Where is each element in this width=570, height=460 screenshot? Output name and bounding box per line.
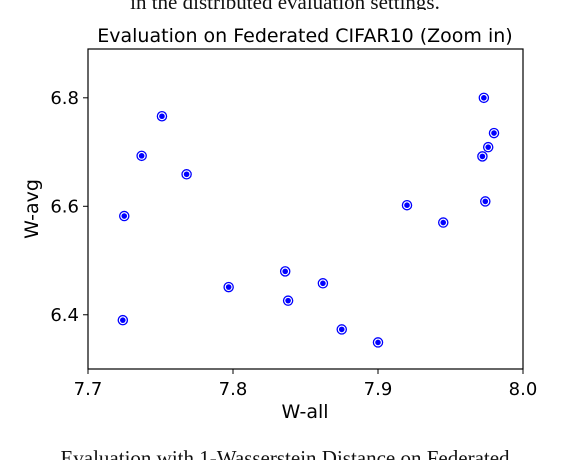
scatter-point-dot <box>159 113 165 120</box>
x-axis-title: W-all <box>281 401 328 423</box>
x-tick-label: 8.0 <box>509 379 538 400</box>
scatter-point-dot <box>285 297 291 304</box>
scatter-point-ring <box>478 92 490 104</box>
scatter-point-ring <box>401 199 413 211</box>
scatter-point-ring <box>181 169 192 180</box>
data-points <box>117 92 500 348</box>
x-axis-ticks: 7.7 7.8 7.9 8.0 <box>74 369 538 400</box>
scatter-point-ring <box>117 314 129 326</box>
scatter-point <box>372 337 384 348</box>
scatter-point <box>488 127 500 139</box>
scatter-point <box>480 196 491 207</box>
scatter-point <box>482 141 494 153</box>
x-tick-label: 7.8 <box>219 379 248 400</box>
scatter-point-ring <box>223 281 234 293</box>
scatter-point-dot <box>479 153 486 160</box>
caption-top: in the distributed evaluation settings. <box>0 0 570 10</box>
scatter-point <box>181 169 192 180</box>
scatter-point-dot <box>440 219 447 226</box>
scatter-point-dot <box>138 153 145 159</box>
scatter-point <box>282 295 294 306</box>
scatter-point <box>317 278 329 289</box>
scatter-point <box>279 266 291 277</box>
y-axis-title: W-avg <box>21 179 43 239</box>
scatter-point-dot <box>282 268 289 275</box>
scatter-point-dot <box>375 339 381 346</box>
scatter-point-ring <box>477 151 488 162</box>
scatter-point <box>156 111 168 122</box>
scatter-point-ring <box>482 141 494 153</box>
scatter-point <box>478 92 490 104</box>
scatter-point-ring <box>336 324 347 335</box>
x-tick-label: 7.9 <box>364 379 393 400</box>
scatter-point-dot <box>481 95 487 101</box>
scatter-point-dot <box>338 326 345 333</box>
y-tick-label: 6.8 <box>50 88 79 109</box>
scatter-point <box>477 151 488 162</box>
y-tick-label: 6.4 <box>50 305 79 326</box>
x-tick-label: 7.7 <box>74 379 103 400</box>
y-tick-label: 6.6 <box>50 196 79 217</box>
plot-area <box>87 48 524 370</box>
scatter-point-ring <box>317 278 329 289</box>
scatter-point-ring <box>282 295 294 306</box>
scatter-point-dot <box>225 284 232 290</box>
scatter-point <box>223 281 234 293</box>
scatter-point-dot <box>120 317 126 323</box>
scatter-point-dot <box>404 202 410 209</box>
scatter-point <box>401 199 413 211</box>
scatter-point <box>336 324 347 335</box>
scatter-point-ring <box>480 196 491 207</box>
scatter-point-ring <box>488 127 500 139</box>
scatter-point <box>117 314 129 326</box>
scatter-point-dot <box>491 130 497 136</box>
y-axis-ticks: 6.4 6.6 6.8 <box>50 88 88 326</box>
scatter-point <box>119 210 130 222</box>
scatter-point-ring <box>279 266 291 277</box>
scatter-point-ring <box>372 337 384 348</box>
scatter-point <box>136 150 147 162</box>
chart-title: Evaluation on Federated CIFAR10 (Zoom in… <box>97 25 512 47</box>
caption-bottom: Evaluation with 1-Wasserstein Distance o… <box>60 446 510 460</box>
scatter-point-ring <box>136 150 147 162</box>
scatter-point-dot <box>320 280 326 287</box>
scatter-point-dot <box>485 144 492 150</box>
scatter-point-dot <box>121 213 128 219</box>
scatter-point-ring <box>156 111 168 122</box>
scatter-point-ring <box>119 210 130 222</box>
scatter-point-dot <box>482 198 489 205</box>
scatter-point-ring <box>437 217 449 228</box>
scatter-point-dot <box>183 171 190 178</box>
scatter-point <box>437 217 449 228</box>
